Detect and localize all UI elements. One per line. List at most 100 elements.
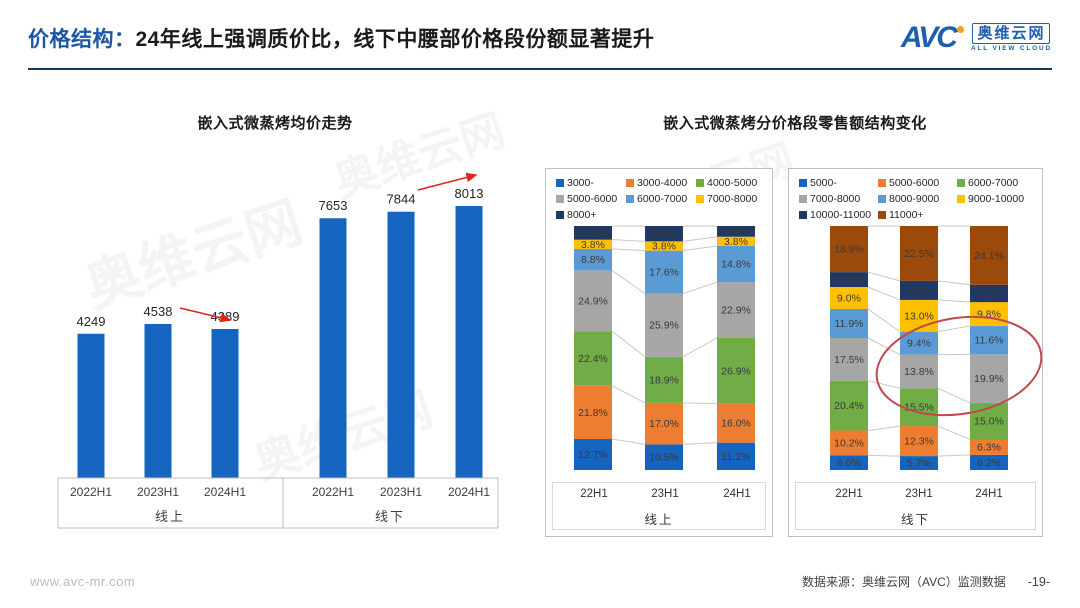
legend-swatch-icon (626, 179, 634, 187)
stack-segment (970, 326, 1008, 355)
stack-segment (645, 250, 683, 294)
footer-data-source: 数据来源：奥维云网（AVC）监测数据 (801, 575, 1006, 589)
bar (144, 323, 172, 478)
segment-value-label: 6.3% (652, 228, 676, 240)
legend-swatch-icon (799, 195, 807, 203)
stack-segment (717, 236, 755, 247)
stack-segment (900, 331, 938, 355)
legend-swatch-icon (878, 211, 886, 219)
trend-arrow-up-icon (417, 172, 478, 191)
stack-segment (830, 337, 868, 381)
legend-swatch-icon (556, 179, 564, 187)
segment-value-label: 19.9% (974, 373, 1004, 385)
segment-value-label: 12.7% (578, 449, 608, 461)
legend-item: 5000- (799, 177, 876, 189)
legend-item: 6000-7000 (626, 193, 694, 205)
segment-value-label: 18.9% (834, 244, 864, 256)
stack-segment (900, 426, 938, 457)
segment-value-label: 16.0% (721, 418, 751, 430)
legend-item: 7000-8000 (696, 193, 764, 205)
segment-value-label: 6.1% (837, 274, 861, 286)
stack-segment (717, 226, 755, 237)
legend-swatch-icon (799, 211, 807, 219)
stack-segment (717, 246, 755, 283)
segment-value-label: 11.6% (975, 335, 1004, 347)
page-title-text: 24年线上强调质价比，线下中腰部价格段份额显著提升 (135, 28, 655, 51)
series-connector-line (867, 425, 901, 431)
stack-segment (900, 299, 938, 332)
stack-segment (645, 241, 683, 251)
segment-value-label: 20.4% (834, 400, 864, 412)
stack-segment (970, 439, 1008, 455)
segment-value-label: 9.0% (837, 292, 861, 304)
group-label-offline: 线下 (900, 513, 930, 527)
segment-value-label: 9.4% (907, 338, 931, 350)
stack-segment (574, 239, 612, 249)
segment-value-label: 17.5% (834, 354, 864, 366)
legend-item: 8000-9000 (878, 193, 955, 205)
avg-price-bar-chart: 4249 2022H1 4538 2023H1 4389 2024H1 线上 7653 2022… (30, 140, 520, 545)
legend-swatch-icon (556, 211, 564, 219)
stack-segment (830, 430, 868, 456)
bar (455, 206, 483, 478)
legend-swatch-icon (696, 179, 704, 187)
bar-value-label: 4538 (144, 304, 173, 319)
stack-segment (830, 287, 868, 309)
series-connector-line (611, 239, 646, 242)
legend-swatch-icon (696, 195, 704, 203)
segment-value-label: 13.0% (904, 310, 934, 322)
series-connector-line (611, 330, 646, 358)
x-axis-label: 22H1 (835, 488, 863, 500)
series-connector-line (611, 269, 646, 294)
segment-value-label: 3.8% (581, 239, 605, 251)
stack-segment (970, 226, 1008, 285)
bar-value-label: 7653 (319, 198, 348, 213)
legend-swatch-icon (556, 195, 564, 203)
series-connector-line (682, 442, 718, 445)
legend-item: 10000-11000 (799, 209, 876, 221)
segment-value-label: 11.9% (835, 318, 864, 330)
segment-value-label: 22.4% (578, 353, 608, 365)
legend-item: 3000-4000 (626, 177, 694, 189)
series-connector-line (682, 236, 718, 242)
x-axis-label: 2023H1 (137, 485, 179, 499)
stack-segment (900, 388, 938, 427)
stacked-chart-online: 3000- 3000-4000 4000-5000 5000-6000 6000-700… (545, 168, 773, 537)
stacked-bars-offline-svg: 6.0% 10.2% 20.4% 17.5% 11.9% 9.0% 6.1% 18.9% 5.7… (830, 225, 1042, 470)
bar (211, 329, 239, 478)
stack-segment (830, 272, 868, 287)
slide-footer: www.avc-mr.com 数据来源：奥维云网（AVC）监测数据 -19- (30, 573, 1050, 590)
stack-segment (830, 380, 868, 431)
series-connector-line (682, 337, 718, 358)
segment-value-label: 6.3% (977, 442, 1001, 454)
group-label: 线下 (375, 509, 405, 524)
segment-value-label: 25.9% (649, 320, 679, 332)
stack-segment (645, 293, 683, 357)
x-axis-label: 2023H1 (380, 485, 422, 499)
logo-company-name: 奥维云网 (972, 23, 1051, 45)
stacked-chart-offline: 5000- 5000-6000 6000-7000 7000-8000 8000-900… (788, 168, 1043, 537)
legend-online: 3000- 3000-4000 4000-5000 5000-6000 6000-700… (546, 169, 772, 223)
series-connector-line (937, 454, 971, 457)
stack-segment (830, 308, 868, 338)
x-axis-label: 2022H1 (70, 485, 112, 499)
stack-segment (645, 402, 683, 445)
segment-value-label: 18.9% (649, 374, 679, 386)
stacked-bars-online-svg: 12.7%21.8%22.4%24.9%8.8%3.8%5.6%10.5%17.… (574, 225, 755, 470)
group-label: 线上 (155, 509, 185, 524)
bar-value-label: 8013 (455, 186, 484, 201)
stack-segment (717, 403, 755, 443)
bar (387, 211, 415, 478)
x-axis-label: 24H1 (723, 488, 751, 500)
logo-tagline: ALL VIEW CLOUD (970, 45, 1052, 53)
axis-offline: 22H1 23H1 24H1 线下 (795, 482, 1036, 530)
highlight-ellipse-annotation (875, 315, 1042, 417)
legend-item: 3000- (556, 177, 624, 189)
stack-segment (645, 356, 683, 403)
segment-value-label: 11.2% (722, 451, 751, 463)
segment-value-label: 17.0% (649, 418, 679, 430)
segment-value-label: 3.8% (652, 241, 676, 253)
legend-swatch-icon (957, 179, 965, 187)
stack-segment (970, 454, 1008, 470)
x-axis-label: 23H1 (905, 488, 933, 500)
